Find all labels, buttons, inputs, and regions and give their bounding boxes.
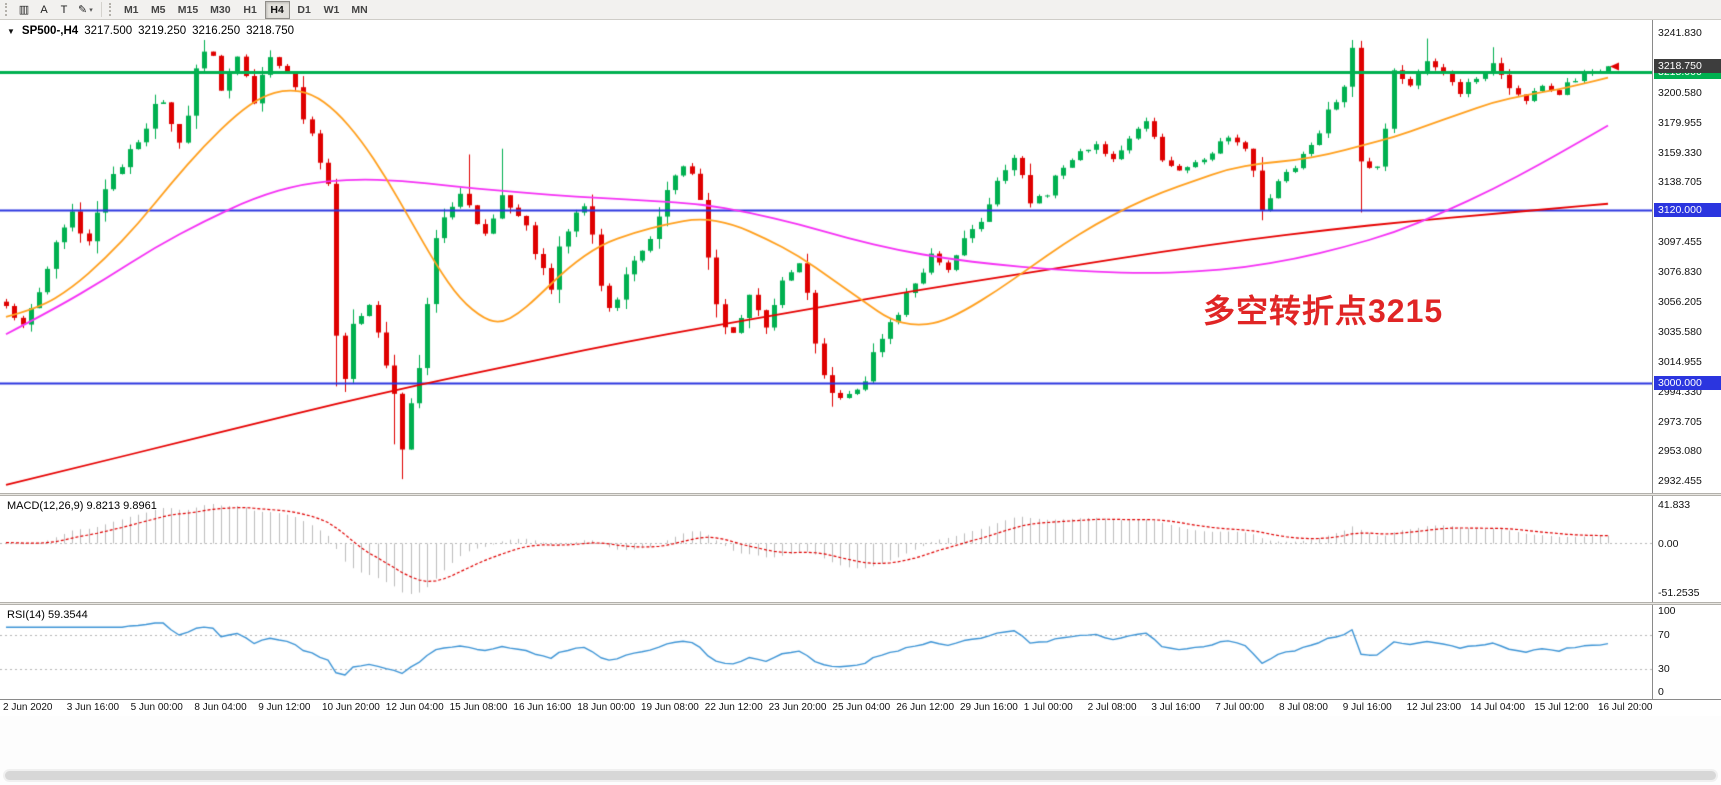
timeframe-button-h4[interactable]: H4 (264, 0, 290, 19)
price-axis-label: 3241.830 (1658, 27, 1702, 39)
time-axis-label: 16 Jun 16:00 (513, 702, 572, 713)
price-axis-label: 3014.955 (1658, 355, 1702, 368)
time-axis-label: 8 Jun 04:00 (194, 702, 247, 713)
time-axis-label: 18 Jun 00:00 (577, 702, 636, 713)
rsi-axis-label: 70 (1658, 629, 1670, 642)
timeframe-drag-handle[interactable] (108, 3, 113, 16)
macd-indicator-label: MACD(12,26,9) 9.8213 9.8961 (7, 500, 157, 512)
timeframe-button-h1[interactable]: H1 (243, 3, 257, 16)
chart-symbol-timeframe: SP500-,H4 (21, 25, 79, 37)
price-axis-label: 3138.705 (1658, 176, 1702, 189)
timeframe-button-m30[interactable]: M30 (210, 3, 231, 16)
price-axis-label: 3200.580 (1658, 86, 1702, 99)
macd-axis-label: 0.00 (1658, 537, 1679, 550)
panel-splitter[interactable] (0, 602, 1721, 605)
text-tool-icon: T (60, 3, 68, 16)
time-axis-label: 22 Jun 12:00 (704, 702, 763, 713)
horizontal-scrollbar-thumb[interactable] (5, 771, 1716, 780)
time-axis-label: 7 Jul 00:00 (1215, 702, 1265, 713)
rsi-axis-label: 100 (1658, 605, 1676, 617)
time-axis-label: 16 Jul 20:00 (1598, 702, 1653, 713)
quote-low: 3216.250 (192, 25, 241, 37)
macd-axis-label: -51.2535 (1658, 587, 1700, 599)
quote-close: 3218.750 (246, 25, 295, 37)
macd-axis-label: 41.833 (1658, 499, 1691, 511)
quote-open: 3217.500 (84, 25, 133, 37)
main-chart-panel: ▼ SP500-,H4 3217.500 3219.250 3216.250 3… (0, 20, 1721, 493)
time-axis-label: 8 Jul 08:00 (1279, 702, 1328, 713)
chart-title: ▼ SP500-,H4 3217.500 3219.250 3216.250 3… (7, 25, 294, 37)
macd-axis[interactable]: 41.833 0.00 -51.2535 (1652, 496, 1721, 602)
price-axis-label: 3179.955 (1658, 116, 1702, 129)
rsi-chart-canvas[interactable] (0, 605, 1652, 699)
price-axis-label: 2973.705 (1658, 415, 1702, 428)
time-axis-label: 25 Jun 04:00 (832, 702, 891, 713)
toolbar-drag-handle[interactable] (5, 3, 9, 16)
draw-objects-button[interactable]: ✎ ▾ (74, 1, 97, 19)
tool-button-group: ▥ A T ✎ ▾ (14, 1, 97, 19)
time-axis-label: 29 Jun 16:00 (960, 702, 1018, 713)
draw-objects-icon: ✎ (78, 4, 88, 16)
price-axis[interactable]: 3241.8303221.2053200.5803179.9553159.330… (1652, 20, 1721, 493)
time-axis-label: 9 Jun 12:00 (258, 702, 311, 713)
price-level-badge: 3120.000 (1654, 202, 1721, 217)
price-axis-label: 3035.580 (1658, 325, 1702, 338)
time-axis[interactable]: 2 Jun 2020 3 Jun 16:00 5 Jun 00:00 8 Jun 04… (0, 699, 1721, 716)
price-chart-canvas[interactable] (0, 20, 1652, 493)
text-tool-button[interactable]: T (54, 1, 74, 19)
time-axis-label: 2 Jul 08:00 (1087, 702, 1137, 713)
quote-high: 3219.250 (138, 25, 187, 37)
text-label-icon: A (40, 3, 48, 16)
time-axis-label: 26 Jun 12:00 (896, 702, 955, 713)
chart-text-annotation[interactable]: 多空转折点3215 (1203, 293, 1444, 329)
price-axis-label: 3097.455 (1658, 236, 1702, 249)
text-label-button[interactable]: A (34, 1, 54, 19)
timeframe-button-m5[interactable]: M5 (150, 3, 166, 16)
time-axis-label: 5 Jun 00:00 (130, 702, 183, 713)
rsi-axis[interactable]: 100 70 30 0 (1652, 605, 1721, 699)
time-axis-label: 14 Jul 04:00 (1470, 702, 1525, 713)
time-axis-label: 15 Jul 12:00 (1534, 702, 1589, 713)
macd-panel: MACD(12,26,9) 9.8213 9.8961 41.833 0.00 -5… (0, 496, 1721, 602)
charts-grid-button[interactable]: ▥ (14, 1, 34, 19)
timeframe-button-m1[interactable]: M1 (123, 3, 139, 16)
price-axis-label: 3076.830 (1658, 266, 1702, 279)
chart-expander-icon[interactable]: ▼ (7, 27, 15, 36)
top-toolbar: ▥ A T ✎ ▾ M1 M5 M15 M30 H1 H4 D1 W1 MN (0, 0, 1721, 20)
charts-grid-icon: ▥ (18, 4, 30, 16)
rsi-panel: RSI(14) 59.3544 100 70 30 0 (0, 605, 1721, 699)
price-axis-label: 3056.205 (1658, 296, 1702, 309)
price-axis-label: 2932.455 (1658, 475, 1702, 488)
chevron-down-icon: ▾ (89, 6, 93, 14)
timeframe-button-w1[interactable]: W1 (323, 3, 340, 16)
price-axis-label: 2953.080 (1658, 445, 1702, 458)
rsi-axis-label: 30 (1658, 662, 1670, 675)
timeframe-button-m15[interactable]: M15 (177, 3, 199, 16)
price-axis-label: 3159.330 (1658, 146, 1702, 159)
time-axis-label: 3 Jul 16:00 (1151, 702, 1201, 713)
current-price-badge: 3218.750 (1654, 59, 1721, 74)
time-axis-label: 10 Jun 20:00 (322, 702, 380, 713)
macd-chart-canvas[interactable] (0, 496, 1652, 602)
horizontal-scrollbar[interactable] (3, 769, 1718, 782)
rsi-indicator-label: RSI(14) 59.3544 (7, 609, 88, 621)
time-axis-label: 1 Jul 00:00 (1023, 702, 1073, 713)
time-axis-label: 19 Jun 08:00 (641, 702, 699, 713)
time-axis-label: 12 Jun 04:00 (385, 702, 444, 713)
rsi-axis-label: 0 (1658, 686, 1664, 698)
time-axis-label: 23 Jun 20:00 (768, 702, 827, 713)
timeframe-button-d1[interactable]: D1 (297, 3, 311, 16)
panel-splitter[interactable] (0, 493, 1721, 496)
price-level-badge: 3000.000 (1654, 376, 1721, 391)
bottom-area (0, 716, 1721, 785)
time-axis-label: 2 Jun 2020 (3, 702, 53, 713)
timeframe-group: M1 M5 M15 M30 H1 H4 D1 W1 MN (118, 0, 374, 19)
time-axis-label: 15 Jun 08:00 (449, 702, 508, 713)
time-axis-label: 3 Jun 16:00 (66, 702, 120, 713)
timeframe-button-mn[interactable]: MN (351, 3, 368, 16)
time-axis-label: 9 Jul 16:00 (1342, 702, 1392, 713)
toolbar-separator (100, 2, 102, 17)
time-axis-label: 12 Jul 23:00 (1406, 702, 1462, 713)
